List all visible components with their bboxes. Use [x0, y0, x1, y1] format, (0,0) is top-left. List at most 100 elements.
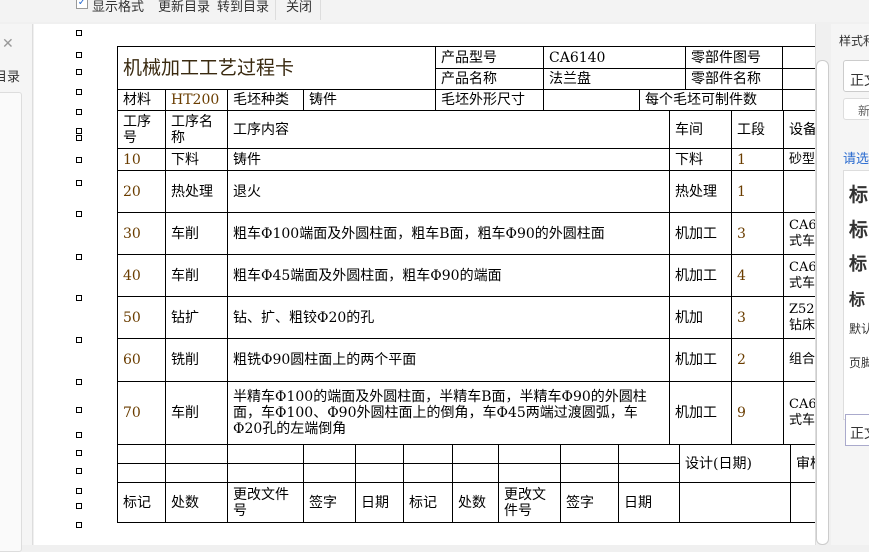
paragraph-mark-icon	[76, 135, 82, 141]
style-list[interactable]	[843, 170, 869, 420]
step-no[interactable]: 10	[117, 148, 166, 171]
select-label: 请选	[843, 152, 869, 167]
close-button[interactable]: 关闭	[286, 0, 313, 15]
step-content[interactable]: 粗车Φ100端面及外圆柱面，粗车B面，粗车Φ90的外圆柱面	[227, 212, 670, 255]
part-drawing-label: 零部件图号	[685, 46, 783, 69]
step-name[interactable]: 车削	[165, 212, 228, 255]
step-name[interactable]: 下料	[165, 148, 228, 171]
table-row: 10 下料 铸件 下料 1 砂型	[117, 148, 815, 171]
step-content[interactable]: 铸件	[227, 148, 670, 171]
paragraph-mark-icon	[76, 337, 82, 343]
blank-type-value[interactable]: 铸件	[303, 89, 436, 111]
step-shop[interactable]: 机加工	[669, 254, 732, 297]
product-name-value[interactable]: 法兰盘	[543, 68, 686, 90]
style-heading-4[interactable]: 标	[849, 290, 866, 309]
step-content[interactable]: 退火	[227, 170, 670, 213]
blank-size-value[interactable]	[543, 89, 640, 111]
step-name[interactable]: 车削	[165, 254, 228, 297]
step-shop[interactable]: 下料	[669, 148, 732, 171]
step-name[interactable]: 铣削	[165, 338, 228, 382]
step-equipment[interactable]: 组合	[783, 338, 815, 382]
style-footer[interactable]: 页脚	[849, 356, 869, 370]
style-heading-2[interactable]: 标	[849, 219, 869, 241]
step-shop[interactable]: 机加	[669, 296, 732, 339]
paragraph-mark-icon	[76, 432, 82, 438]
part-drawing-value[interactable]	[782, 46, 815, 69]
style-panel: 样式和 正文 新 请选 标 标 标 标 默认 页脚 正文	[831, 24, 869, 545]
paragraph-mark-icon	[76, 254, 82, 260]
step-section[interactable]: 1	[731, 148, 784, 171]
card-title: 机械加工工艺过程卡	[117, 46, 436, 90]
footer-label: 更改文件号	[498, 482, 561, 523]
paragraph-mark-icon	[76, 503, 82, 509]
document-page[interactable]: 机械加工工艺过程卡 产品型号 CA6140 零部件图号 产品名称 法兰盘 零部件…	[34, 24, 815, 545]
card-header-table: 机械加工工艺过程卡 产品型号 CA6140 零部件图号 产品名称 法兰盘 零部件…	[117, 46, 815, 90]
paragraph-mark-icon	[76, 379, 82, 385]
step-content[interactable]: 粗铣Φ90圆柱面上的两个平面	[227, 338, 670, 382]
step-section[interactable]: 3	[731, 212, 784, 255]
show-format-label[interactable]: 显示格式	[92, 0, 145, 15]
paragraph-mark-icon	[76, 157, 82, 163]
step-shop[interactable]: 机加工	[669, 212, 732, 255]
update-toc-button[interactable]: 更新目录	[158, 0, 211, 15]
step-name[interactable]: 车削	[165, 381, 228, 445]
divider	[320, 0, 321, 20]
header-step-no: 工序号	[117, 110, 166, 149]
step-name[interactable]: 热处理	[165, 170, 228, 213]
style-default[interactable]: 默认	[849, 322, 869, 336]
style-heading-3[interactable]: 标	[849, 254, 867, 275]
material-value[interactable]: HT200	[165, 89, 228, 111]
paragraph-mark-icon	[76, 180, 82, 186]
step-no[interactable]: 70	[117, 381, 166, 445]
divider	[275, 0, 276, 20]
blank-type-label: 毛坯种类	[227, 89, 304, 111]
step-equipment[interactable]	[783, 170, 815, 213]
style-select[interactable]: 正文	[843, 60, 869, 92]
step-content[interactable]: 粗车Φ45端面及外圆柱面，粗车Φ90的端面	[227, 254, 670, 297]
material-row-table: 材料 HT200 毛坯种类 铸件 毛坯外形尺寸 每个毛坯可制件数	[117, 89, 815, 111]
step-content[interactable]: 钻、扩、粗铰Φ20的孔	[227, 296, 670, 339]
footer-label: 更改文件号	[227, 482, 304, 523]
step-section[interactable]: 1	[731, 170, 784, 213]
part-name-value[interactable]	[782, 68, 815, 90]
step-shop[interactable]: 机加工	[669, 381, 732, 445]
new-style-button[interactable]: 新	[843, 98, 869, 120]
parts-per-blank-value[interactable]	[782, 89, 815, 111]
product-model-value[interactable]: CA6140	[543, 46, 686, 69]
style-name-label: 样式和	[839, 34, 869, 48]
step-equipment[interactable]: Z525 钻床	[783, 296, 815, 339]
step-name[interactable]: 钻扩	[165, 296, 228, 339]
step-no[interactable]: 30	[117, 212, 166, 255]
footer-label: 日期	[618, 482, 680, 523]
step-section[interactable]: 4	[731, 254, 784, 297]
show-format-checkbox[interactable]: ✓	[76, 0, 88, 9]
step-section[interactable]: 3	[731, 296, 784, 339]
paragraph-mark-icon	[76, 407, 82, 413]
goto-toc-button[interactable]: 转到目录	[217, 0, 270, 15]
step-no[interactable]: 50	[117, 296, 166, 339]
footer-label: 签字	[303, 482, 356, 523]
step-section[interactable]: 2	[731, 338, 784, 382]
toc-list[interactable]	[0, 92, 22, 552]
step-equipment[interactable]: CA6 式车	[783, 254, 815, 297]
step-shop[interactable]: 机加工	[669, 338, 732, 382]
scrollbar-thumb[interactable]	[816, 60, 829, 545]
step-equipment[interactable]: CA6 式车	[783, 381, 815, 445]
bottom-style-select[interactable]: 正文	[845, 414, 869, 446]
review-sign[interactable]	[790, 482, 815, 523]
step-equipment[interactable]: 砂型	[783, 148, 815, 171]
design-sign[interactable]	[679, 482, 791, 523]
step-equipment[interactable]: CA6 式车	[783, 212, 815, 255]
step-no[interactable]: 40	[117, 254, 166, 297]
paragraph-mark-icon	[76, 128, 82, 134]
close-icon[interactable]: ✕	[2, 36, 14, 52]
paragraph-mark-icon	[76, 109, 82, 115]
step-shop[interactable]: 热处理	[669, 170, 732, 213]
step-no[interactable]: 60	[117, 338, 166, 382]
step-content[interactable]: 半精车Φ100的端面及外圆柱面，半精车B面，半精车Φ90的外圆柱面，车Φ100、…	[227, 381, 670, 445]
step-no[interactable]: 20	[117, 170, 166, 213]
step-section[interactable]: 9	[731, 381, 784, 445]
style-heading-1[interactable]: 标	[849, 184, 869, 206]
